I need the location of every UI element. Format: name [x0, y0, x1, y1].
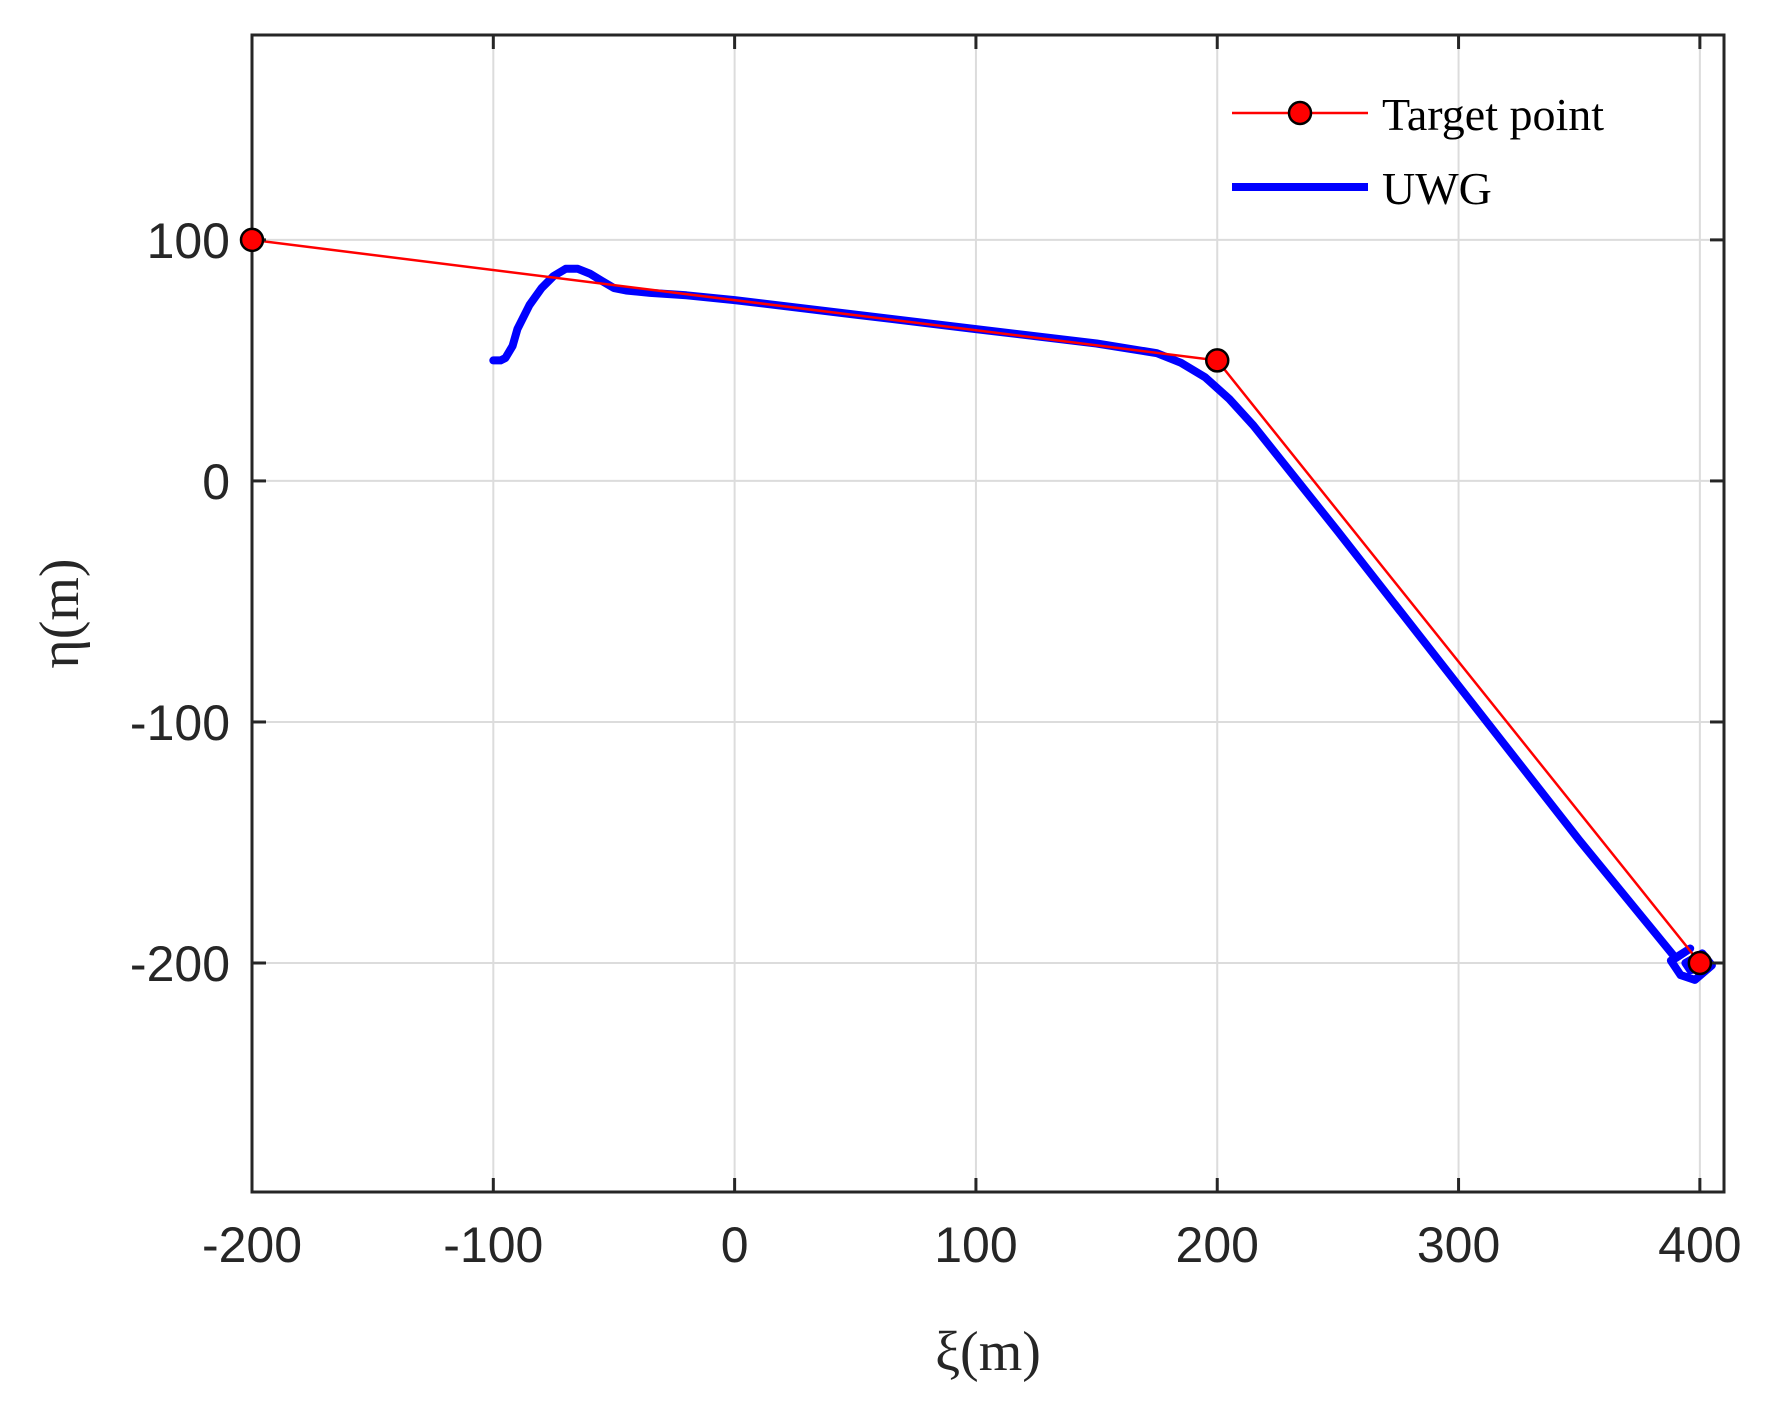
- x-tick-label: 200: [1176, 1217, 1259, 1273]
- y-tick-label: -200: [130, 936, 230, 992]
- legend: Target point UWG: [1232, 89, 1604, 214]
- y-tick-label: -100: [130, 695, 230, 751]
- ticks: -200 -100 0 100 200 300 400 -200 -100 0 100: [130, 35, 1742, 1273]
- grid: [251, 35, 1724, 1192]
- target-markers: [239, 227, 1713, 976]
- series-uwg-line: [489, 264, 1716, 984]
- target-point-marker: [1204, 348, 1230, 373]
- x-axis-label: ξ(m): [935, 1321, 1041, 1383]
- legend-target-marker: [1287, 100, 1313, 126]
- x-tick-label: 400: [1658, 1217, 1741, 1273]
- x-tick-label: -200: [202, 1217, 302, 1273]
- y-axis-label: η(m): [29, 558, 91, 668]
- target-point-marker: [239, 227, 265, 253]
- x-tick-label: 0: [721, 1217, 749, 1273]
- legend-label-uwg: UWG: [1382, 163, 1492, 214]
- axes-box: [250, 33, 1726, 1194]
- y-tick-label: 100: [147, 213, 230, 269]
- target-point-marker: [1687, 950, 1713, 976]
- x-tick-label: 300: [1417, 1217, 1500, 1273]
- y-tick-label: 0: [202, 454, 230, 510]
- legend-label-target-point: Target point: [1382, 89, 1604, 140]
- x-tick-label: 100: [934, 1217, 1017, 1273]
- x-tick-label: -100: [443, 1217, 543, 1273]
- axes: [250, 33, 1726, 1194]
